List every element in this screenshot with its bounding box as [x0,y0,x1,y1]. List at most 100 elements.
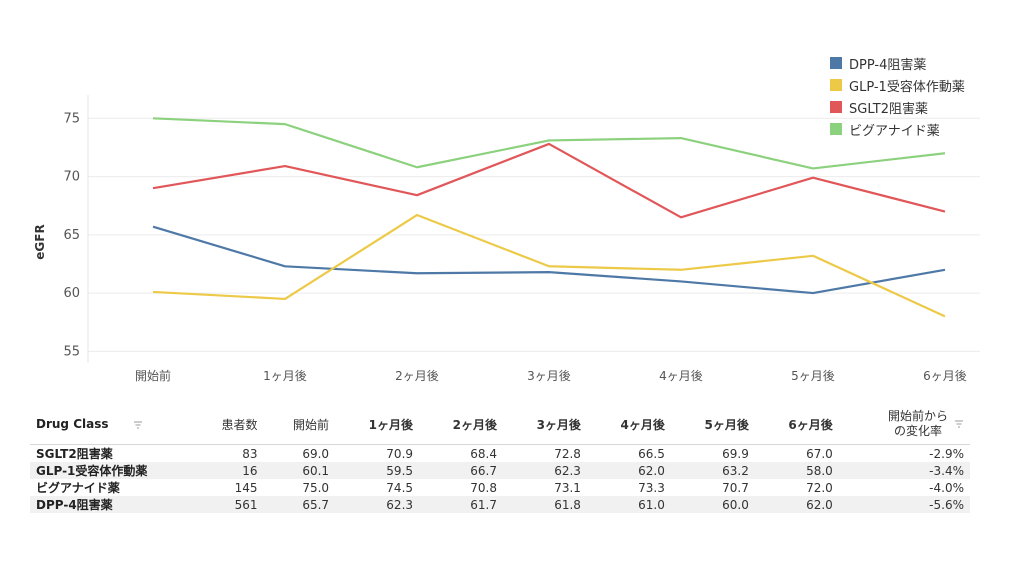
table-cell: 60.0 [670,496,755,513]
legend-swatch [830,57,842,69]
table-cell: 72.8 [554,446,581,461]
table-cell: 67.0 [806,446,833,461]
table-cell: 145 [234,480,258,495]
column-header-label: 3ヶ月後 [536,417,581,432]
table-cell: 61.7 [419,496,503,513]
legend-label: SGLT2阻害薬 [849,101,928,117]
table-cell: 70.8 [470,480,497,495]
table-cell: -2.9% [929,446,964,461]
table-cell: 61.0 [586,496,671,513]
table-cell: 70.7 [722,480,749,495]
row-label: GLP-1受容体作動薬 [30,462,192,479]
table-cell: 65.7 [263,496,336,513]
column-header-label: 開始前 [293,417,330,432]
column-header[interactable]: 6ヶ月後 [755,404,839,445]
sort-icon[interactable] [954,420,964,428]
column-header[interactable]: 5ヶ月後 [671,404,755,445]
series-line-2 [152,142,946,219]
y-axis-ticks: 55 60 65 70 75 [63,111,80,359]
sort-icon[interactable] [133,421,143,429]
table-cell: 62.0 [586,462,671,479]
column-header[interactable]: 3ヶ月後 [503,404,587,445]
series-lines [152,117,946,318]
column-header-label: 開始前から の変化率 [887,409,948,438]
table-cell: 69.0 [302,446,330,461]
legend-item: GLP-1受容体作動薬 [830,74,965,96]
table-row: DPP-4阻害薬 561 65.7 62.3 61.7 61.8 61.0 60.0 62.0-… [30,496,970,513]
x-tick-label: 6ヶ月後 [923,369,967,383]
row-label: DPP-4阻害薬 [30,496,192,513]
table-cell: 73.3 [638,480,665,495]
column-header[interactable]: Drug Class [30,404,192,445]
table-cell: 73.1 [554,480,581,495]
legend-item: SGLT2阻害薬 [830,96,965,118]
legend-swatch [830,101,842,113]
row-label: SGLT2阻害薬 [36,447,113,461]
column-header-label: Drug Class [36,417,109,431]
table-cell: -4.0% [929,480,964,495]
table-cell: 62.0 [754,496,839,513]
table-header-row: Drug Class 患者数 開始前 1ヶ月後 2ヶ月後 3ヶ月後 4ヶ月後 5ヶ月後 6ヶ月後… [30,404,970,445]
column-header-label: 6ヶ月後 [788,417,833,432]
table-row: ビグアナイド薬 145 75.0 74.5 70.8 73.1 73.3 70.7 72.0 -4… [30,479,970,496]
x-tick-label: 4ヶ月後 [659,369,703,383]
table-cell: 59.5 [335,462,420,479]
table-cell: 63.2 [670,462,755,479]
table-row: SGLT2阻害薬 83 69.0 70.9 68.4 72.8 66.5 69.9 67.0 -2… [30,445,970,463]
legend: DPP-4阻害薬 GLP-1受容体作動薬 SGLT2阻害薬 ビグアナイド薬 [830,52,965,140]
series-line-3 [152,117,946,170]
table-cell: 83 [242,446,258,461]
y-tick-label: 75 [63,111,80,126]
legend-label: ビグアナイド薬 [849,123,940,139]
y-tick-label: 65 [63,228,80,243]
table-cell: 561 [192,496,264,513]
column-header[interactable]: 1ヶ月後 [335,404,419,445]
table-cell: 62.3 [502,462,587,479]
column-header[interactable]: 2ヶ月後 [419,404,503,445]
column-header-label: 2ヶ月後 [452,417,497,432]
table-cell: 70.9 [386,446,414,461]
series-line-0 [152,225,946,295]
column-header[interactable]: 開始前から の変化率 [839,404,970,445]
y-tick-label: 55 [63,344,80,359]
table-body: SGLT2阻害薬 83 69.0 70.9 68.4 72.8 66.5 69.9 67.0 -2… [30,445,970,513]
table-cell: 16 [192,462,264,479]
table-cell: 74.5 [386,480,414,495]
table-cell: 68.4 [470,446,497,461]
column-header-label: 4ヶ月後 [620,417,665,432]
x-tick-label: 3ヶ月後 [527,369,571,383]
column-header[interactable]: 4ヶ月後 [587,404,671,445]
data-table: Drug Class 患者数 開始前 1ヶ月後 2ヶ月後 3ヶ月後 4ヶ月後 5ヶ月後 6ヶ月後… [30,404,970,513]
x-tick-label: 2ヶ月後 [395,369,439,383]
legend-item: ビグアナイド薬 [830,118,965,140]
legend-item: DPP-4阻害薬 [830,52,965,74]
x-tick-label: 開始前 [135,368,171,383]
table-cell: 62.3 [335,496,420,513]
line-chart: 55 60 65 70 75 開始前 1ヶ月後 2ヶ月後 3ヶ月後 4ヶ月後 5ヶ月後 6ヶ月後 e… [33,95,980,383]
x-tick-label: 5ヶ月後 [791,369,835,383]
legend-swatch [830,79,842,91]
y-tick-label: 60 [63,286,80,301]
column-header[interactable]: 患者数 [192,404,264,445]
table-cell: 66.7 [419,462,503,479]
column-header-label: 5ヶ月後 [704,417,749,432]
table-cell: 58.0 [754,462,839,479]
table-cell: -3.4% [838,462,970,479]
table-cell: 60.1 [263,462,336,479]
series-line-1 [152,213,946,318]
table-cell: 75.0 [302,480,330,495]
table-cell: 72.0 [806,480,833,495]
table-cell: 66.5 [638,446,665,461]
legend-swatch [830,123,842,135]
y-axis-label: eGFR [33,224,47,259]
grid-lines [87,95,980,363]
legend-label: GLP-1受容体作動薬 [849,79,965,95]
legend-label: DPP-4阻害薬 [849,57,927,73]
column-header[interactable]: 開始前 [264,404,336,445]
table-cell: 61.8 [502,496,587,513]
column-header-label: 患者数 [221,417,258,432]
y-tick-label: 70 [63,170,80,185]
x-tick-label: 1ヶ月後 [263,369,307,383]
row-label: ビグアナイド薬 [36,481,120,495]
x-axis-ticks: 開始前 1ヶ月後 2ヶ月後 3ヶ月後 4ヶ月後 5ヶ月後 6ヶ月後 [135,368,967,383]
